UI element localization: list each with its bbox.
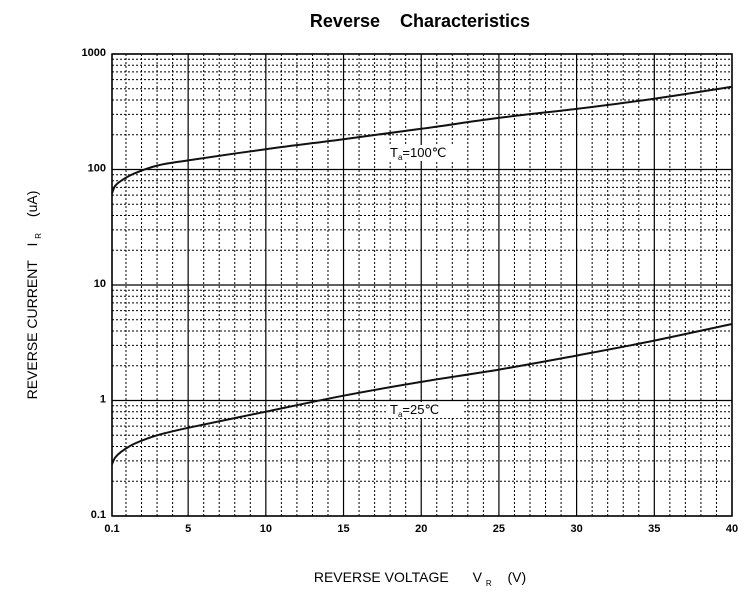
annotation-background xyxy=(388,402,462,418)
y-axis-label-main: REVERSE CURRENT xyxy=(24,260,40,400)
y-axis-symbol: I xyxy=(24,243,40,247)
x-tick-label: 20 xyxy=(415,523,427,535)
x-axis-label-main: REVERSE VOLTAGE xyxy=(314,569,449,585)
series-line-1 xyxy=(111,85,733,194)
x-tick-label: 15 xyxy=(337,523,349,535)
x-tick-label: 35 xyxy=(648,523,660,535)
y-tick-label: 100 xyxy=(88,163,106,175)
series-annotation-2: Ta=25℃ xyxy=(390,402,439,419)
x-axis-unit: (V) xyxy=(507,569,526,585)
y-tick-label: 0.1 xyxy=(91,509,106,521)
y-tick-label: 1000 xyxy=(82,47,106,59)
chart-title: Reverse Characteristics xyxy=(310,11,530,31)
x-axis-symbol: V xyxy=(473,569,483,585)
x-tick-label: 0.1 xyxy=(104,523,119,535)
x-axis-subscript: R xyxy=(486,579,492,588)
x-tick-label: 5 xyxy=(185,523,191,535)
y-axis-unit: (uA) xyxy=(24,191,40,217)
curves xyxy=(111,85,733,465)
x-tick-label: 25 xyxy=(493,523,505,535)
x-tick-label: 30 xyxy=(570,523,582,535)
curve-annotations: Ta=100℃ Ta=25℃ xyxy=(388,145,462,419)
series-annotation-1: Ta=100℃ xyxy=(390,145,446,162)
x-tick-label: 10 xyxy=(260,523,272,535)
y-axis-subscript: R xyxy=(34,233,43,239)
grid xyxy=(111,53,733,517)
annotation-background xyxy=(388,145,462,161)
plot-frame xyxy=(111,53,733,517)
y-tick-label: 1 xyxy=(100,394,106,406)
y-axis-label: REVERSE CURRENT I R (uA) xyxy=(24,191,44,400)
x-axis-label: REVERSE VOLTAGE V R (V) xyxy=(314,569,526,589)
series-line-2 xyxy=(111,323,733,465)
x-tick-label: 40 xyxy=(726,523,738,535)
y-tick-label: 10 xyxy=(94,278,106,290)
tick-labels: 0.1 5 10 15 20 25 30 35 40 0.1 1 10 100 1000 xyxy=(82,47,739,535)
